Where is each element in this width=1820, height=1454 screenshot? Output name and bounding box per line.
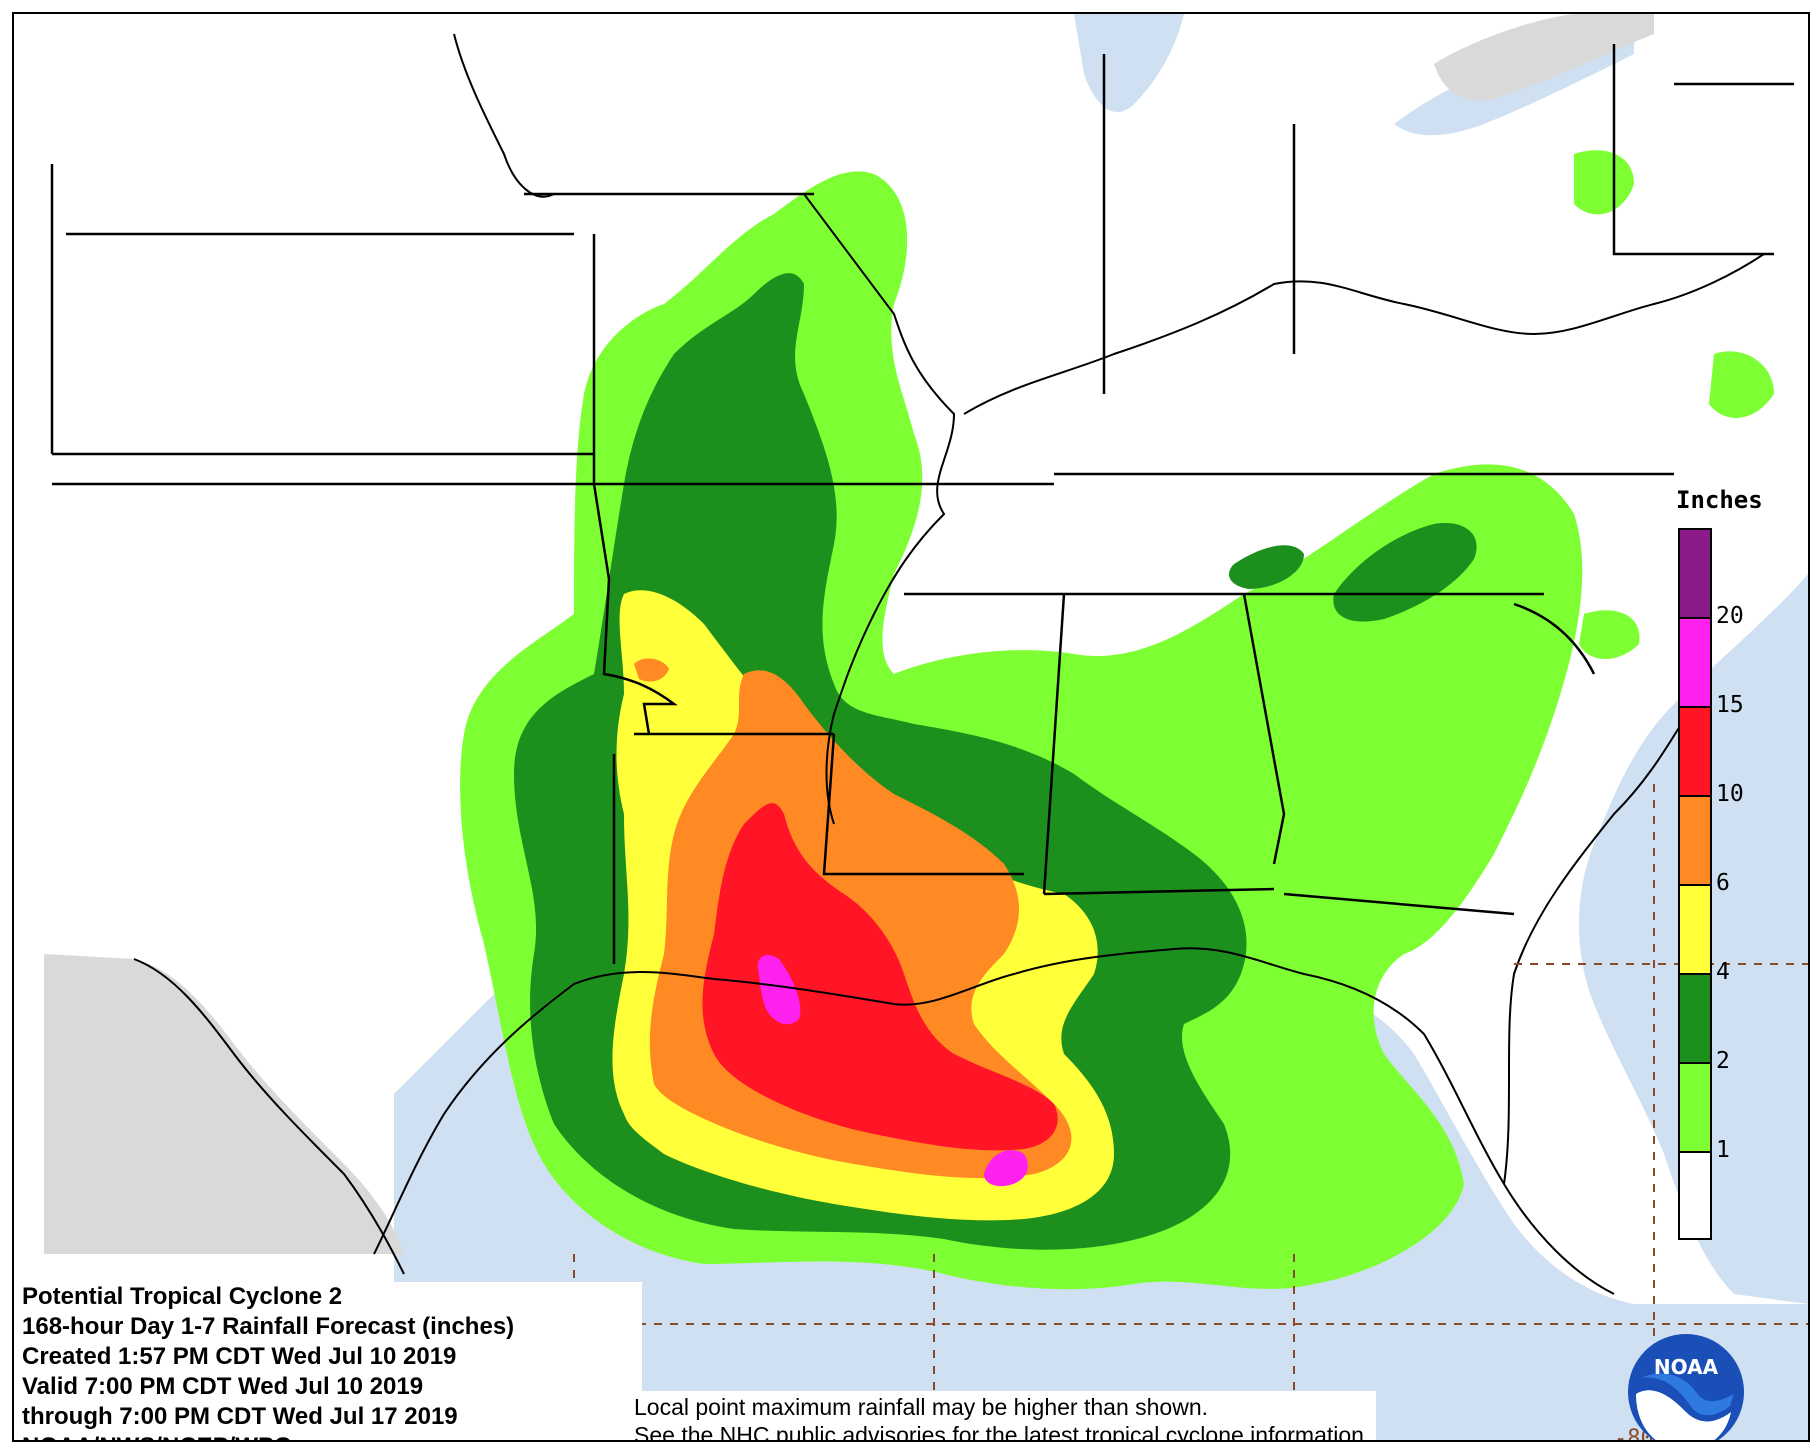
rivers-coastlines: [133, 33, 1765, 1295]
legend-title: Inches: [1676, 486, 1763, 514]
legend-swatch-2-4: [1678, 973, 1712, 1062]
info-valid: Valid 7:00 PM CDT Wed Jul 10 2019: [22, 1373, 424, 1400]
legend-label-10: 10: [1716, 781, 1744, 807]
rainfall-map: [44, 14, 1808, 1440]
rain-zone-1-2in-va: [1709, 351, 1774, 418]
legend-swatch-10-15: [1678, 706, 1712, 795]
legend-label-2: 2: [1716, 1048, 1730, 1074]
noaa-logo-icon: NOAA: [1628, 1334, 1744, 1440]
rain-zone-15-20in-gulf: [984, 1150, 1028, 1187]
legend-label-1: 1: [1716, 1137, 1730, 1163]
legend-swatch-4-6: [1678, 884, 1712, 973]
lake-michigan: [1074, 14, 1184, 113]
legend-swatch-0-1: [1678, 1151, 1712, 1240]
forecast-info-block: Potential Tropical Cyclone 2 168-hour Da…: [22, 1282, 642, 1440]
info-created: Created 1:57 PM CDT Wed Jul 10 2019: [22, 1343, 457, 1370]
rain-zone-10-15in: [702, 803, 1058, 1151]
disclaimer-box: Local point maximum rainfall may be high…: [628, 1391, 1377, 1442]
rain-zone-1-2in-carolinas: [1579, 610, 1640, 659]
info-through: through 7:00 PM CDT Wed Jul 17 2019: [22, 1403, 458, 1430]
map-frame: Potential Tropical Cyclone 2 168-hour Da…: [12, 12, 1810, 1442]
rain-zone-15-20in-louisiana: [757, 954, 801, 1025]
legend-color-bar: [1678, 528, 1712, 1240]
rain-zone-6-10in-north: [634, 658, 669, 682]
legend-swatch-15-20: [1678, 617, 1712, 706]
legend-label-20: 20: [1716, 603, 1744, 629]
legend-label-6: 6: [1716, 870, 1730, 896]
info-product: 168-hour Day 1-7 Rainfall Forecast (inch…: [22, 1313, 515, 1340]
legend-swatch-1-2: [1678, 1062, 1712, 1151]
disclaimer-line-1: Local point maximum rainfall may be high…: [634, 1394, 1209, 1420]
legend-swatch-20plus: [1678, 528, 1712, 617]
rain-zone-2-4in-alabama: [1229, 545, 1304, 589]
info-storm-name: Potential Tropical Cyclone 2: [22, 1283, 343, 1310]
disclaimer-line-2: See the NHC public advisories for the la…: [634, 1422, 1371, 1442]
canada-area: [1434, 14, 1654, 101]
state-boundaries: [50, 44, 1794, 964]
legend-swatch-6-10: [1678, 795, 1712, 884]
mexico-area: [44, 954, 404, 1254]
rain-zone-2-4in-east: [1333, 523, 1477, 622]
rainfall-contours: [460, 150, 1774, 1290]
info-agency: NOAA/NWS/NCEP/WPC: [22, 1432, 642, 1440]
legend-label-15: 15: [1716, 692, 1744, 718]
noaa-logo-text: NOAA: [1654, 1355, 1719, 1379]
legend-label-4: 4: [1716, 959, 1730, 985]
rain-zone-1-2in-ohio: [1574, 150, 1634, 215]
